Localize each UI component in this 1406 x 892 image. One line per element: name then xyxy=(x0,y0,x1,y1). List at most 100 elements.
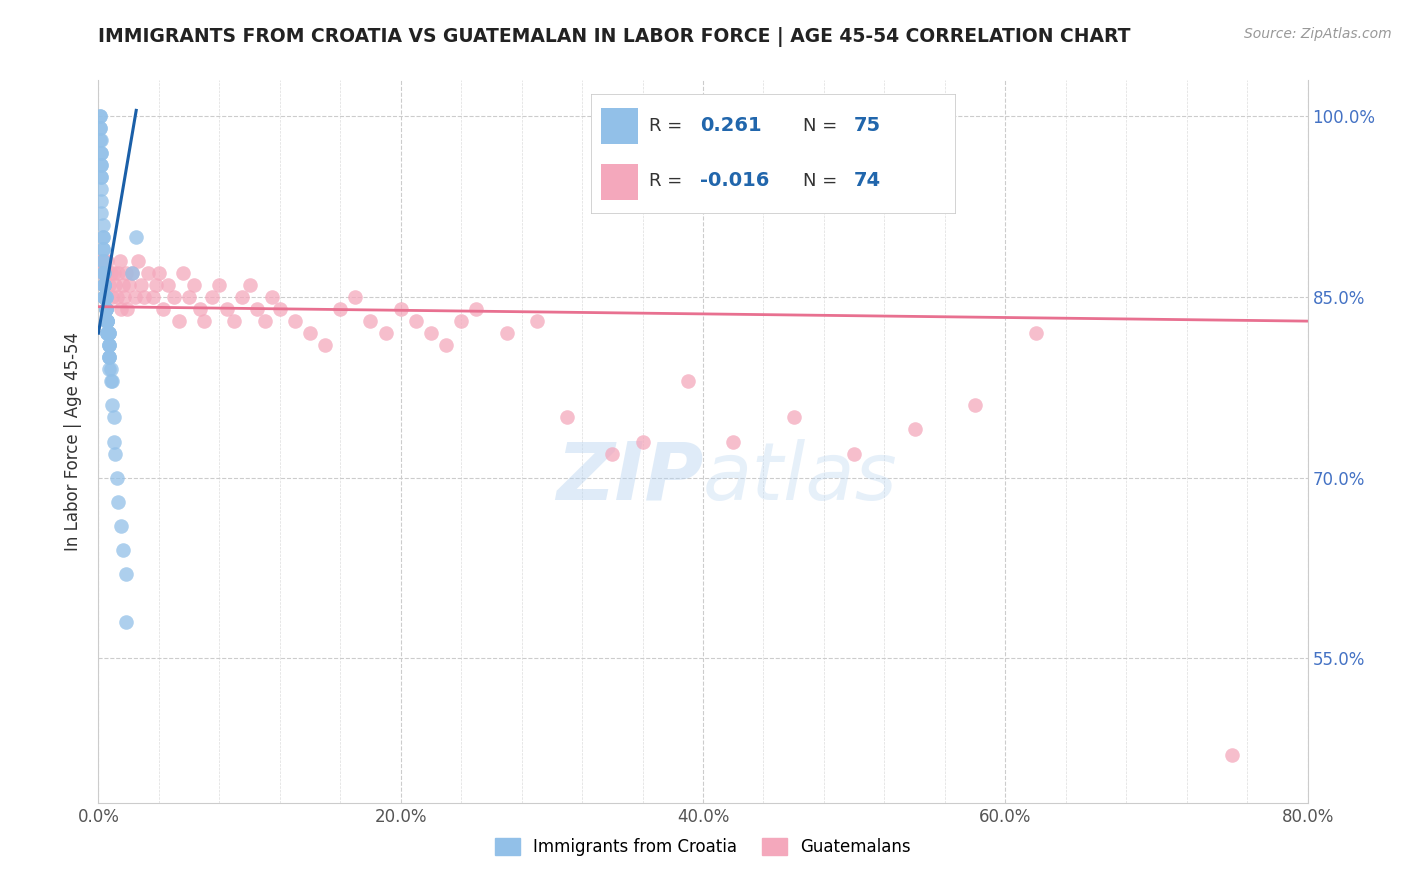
Point xyxy=(94,290,117,304)
Point xyxy=(98,338,121,352)
Point xyxy=(101,398,124,412)
Point xyxy=(193,314,215,328)
Point xyxy=(1220,747,1243,762)
Point xyxy=(389,301,412,317)
Point xyxy=(783,410,806,425)
Point xyxy=(93,277,115,292)
Point xyxy=(299,326,322,341)
Point xyxy=(124,290,146,304)
Point xyxy=(103,266,125,280)
Point xyxy=(183,277,205,292)
Point xyxy=(96,326,118,341)
Point xyxy=(94,301,117,317)
Point xyxy=(89,133,111,147)
Point xyxy=(93,290,115,304)
Text: 75: 75 xyxy=(853,116,880,135)
Point xyxy=(96,314,118,328)
Point xyxy=(96,314,118,328)
Point xyxy=(201,290,224,304)
Point xyxy=(89,109,111,123)
Point xyxy=(93,290,115,304)
Text: N =: N = xyxy=(803,117,842,135)
Point xyxy=(526,314,548,328)
Text: R =: R = xyxy=(650,117,688,135)
Point xyxy=(94,314,117,328)
Point xyxy=(344,290,367,304)
Point xyxy=(314,338,336,352)
Point xyxy=(148,266,170,280)
Point xyxy=(93,277,115,292)
Point xyxy=(98,326,121,341)
Point xyxy=(121,266,143,280)
Point xyxy=(93,290,115,304)
Point xyxy=(167,314,190,328)
Point xyxy=(104,447,127,461)
Point xyxy=(93,277,115,292)
Y-axis label: In Labor Force | Age 45-54: In Labor Force | Age 45-54 xyxy=(65,332,83,551)
Point xyxy=(405,314,427,328)
Point xyxy=(91,266,114,280)
Point xyxy=(555,410,578,425)
Point xyxy=(98,350,121,364)
Point xyxy=(100,362,122,376)
Point xyxy=(96,314,118,328)
Point xyxy=(96,314,118,328)
Point xyxy=(89,121,111,136)
Point xyxy=(98,350,121,364)
Point xyxy=(98,326,121,341)
Point xyxy=(172,266,194,280)
Point xyxy=(152,301,174,317)
Text: ZIP: ZIP xyxy=(555,439,703,516)
Point xyxy=(246,301,269,317)
Point xyxy=(111,542,134,557)
Text: 0.261: 0.261 xyxy=(700,116,762,135)
Text: Source: ZipAtlas.com: Source: ZipAtlas.com xyxy=(1244,27,1392,41)
Point xyxy=(360,314,382,328)
Point xyxy=(145,277,167,292)
Point xyxy=(93,277,115,292)
Point xyxy=(91,242,114,256)
Point xyxy=(450,314,472,328)
Point xyxy=(110,301,132,317)
Point xyxy=(94,290,117,304)
Point xyxy=(93,266,115,280)
Text: R =: R = xyxy=(650,172,688,190)
Point xyxy=(90,205,112,219)
Point xyxy=(224,314,246,328)
Point xyxy=(96,326,118,341)
Point xyxy=(602,447,624,461)
Point xyxy=(93,277,115,292)
Point xyxy=(495,326,517,341)
Point xyxy=(631,434,654,449)
Point xyxy=(723,434,745,449)
Point xyxy=(269,301,291,317)
Point xyxy=(91,230,114,244)
Text: -0.016: -0.016 xyxy=(700,171,769,191)
Point xyxy=(104,277,127,292)
Point xyxy=(98,277,121,292)
Text: atlas: atlas xyxy=(703,439,898,516)
Point xyxy=(904,423,927,437)
Point xyxy=(114,266,136,280)
Point xyxy=(91,242,114,256)
Point xyxy=(98,326,121,341)
Point xyxy=(93,266,115,280)
Point xyxy=(111,277,134,292)
Text: 74: 74 xyxy=(853,171,880,191)
Point xyxy=(90,182,112,196)
Point xyxy=(118,277,141,292)
FancyBboxPatch shape xyxy=(591,94,956,214)
Point xyxy=(125,230,148,244)
Point xyxy=(231,290,253,304)
Text: N =: N = xyxy=(803,172,842,190)
Point xyxy=(132,290,155,304)
Point xyxy=(163,290,186,304)
Point xyxy=(94,301,117,317)
Point xyxy=(262,290,284,304)
Bar xyxy=(602,108,638,145)
Point xyxy=(90,158,112,172)
Point xyxy=(105,290,128,304)
Point xyxy=(115,301,138,317)
Point xyxy=(107,494,129,508)
Point xyxy=(420,326,443,341)
